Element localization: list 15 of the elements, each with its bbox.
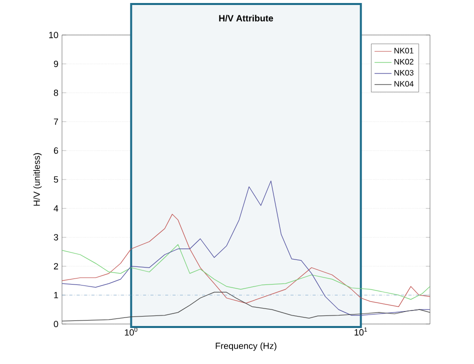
y-tick-label: 9: [54, 60, 58, 68]
y-tick-label: 5: [54, 176, 58, 183]
chart-title: H/V Attribute: [219, 14, 274, 22]
x-tick-label: 10$^{1}$: [354, 328, 367, 336]
x-axis-title: Frequency (Hz): [216, 342, 276, 351]
y-tick-label: 7: [54, 118, 58, 125]
y-tick-label: 6: [54, 147, 58, 154]
y-tick-label: 1: [54, 292, 58, 298]
y-tick-label: 4: [54, 205, 58, 212]
y-tick-label: 10: [49, 32, 58, 38]
y-tick-label: 0: [54, 320, 58, 328]
y-axis-title: H/V (unitless): [33, 153, 42, 206]
y-tick-label: 3: [54, 234, 58, 240]
y-tick-label: 2: [54, 263, 58, 270]
y-tick-label: 8: [54, 90, 58, 96]
